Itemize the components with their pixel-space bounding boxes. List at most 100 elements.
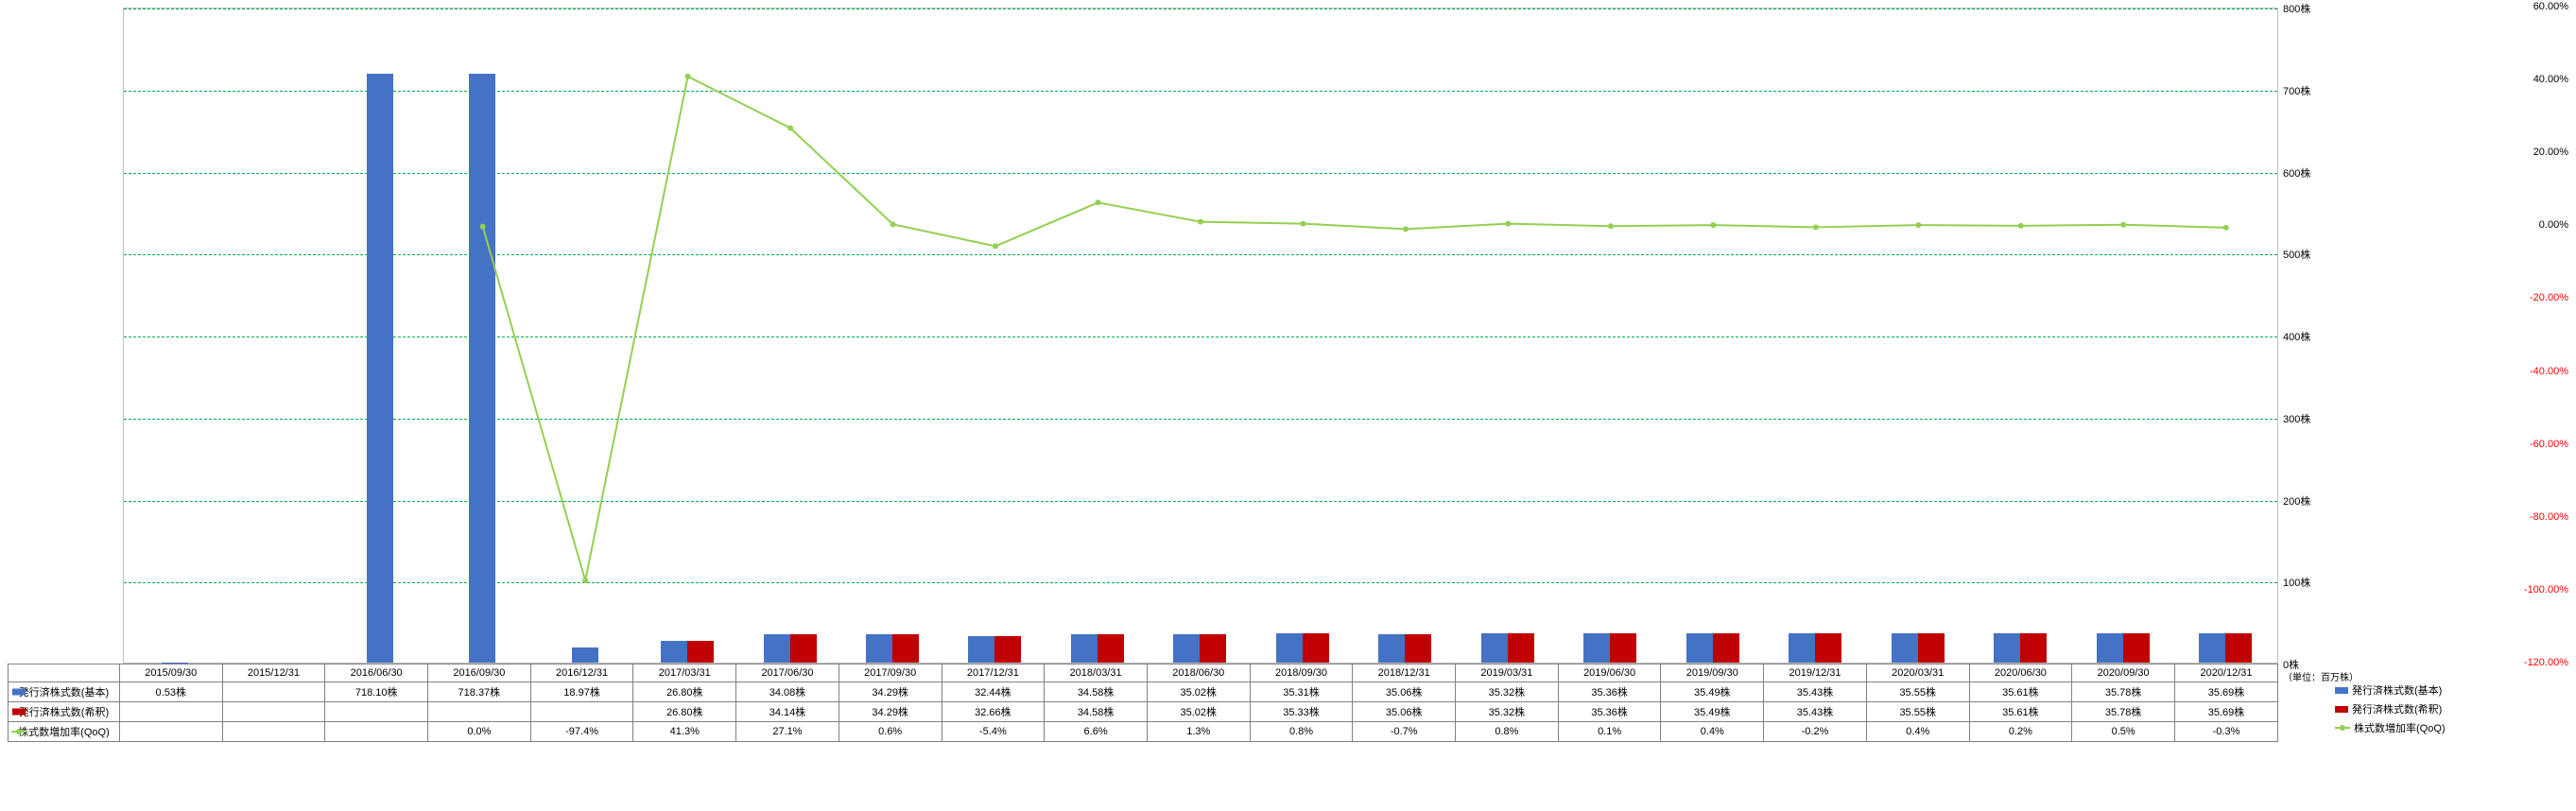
- table-cell: 34.08株: [736, 682, 839, 702]
- table-header-cell: 2018/09/30: [1250, 664, 1353, 682]
- table-cell: 718.10株: [325, 682, 428, 702]
- y1-tick-label: 300株: [2283, 411, 2325, 426]
- row-label-basic: 発行済株式数(基本): [9, 682, 120, 702]
- table-header-cell: 2018/12/31: [1353, 664, 1456, 682]
- swatch-qoq-icon: [11, 731, 26, 733]
- table-cell: 0.5%: [2072, 722, 2175, 742]
- table-header-cell: 2017/09/30: [838, 664, 942, 682]
- table-cell: 35.61株: [1969, 682, 2072, 702]
- table-header-cell: 2020/12/31: [2174, 664, 2277, 682]
- table-header-cell: 2017/03/31: [633, 664, 736, 682]
- table-cell: [222, 682, 325, 702]
- table-cell: 35.78株: [2072, 682, 2175, 702]
- legend-item-basic: 発行済株式数(基本): [2335, 681, 2571, 699]
- table-cell: 35.32株: [1456, 682, 1559, 702]
- swatch-basic-icon: [12, 689, 26, 696]
- legend-label-basic: 発行済株式数(基本): [2352, 682, 2442, 698]
- legend-item-qoq: 株式数増加率(QoQ): [2335, 718, 2571, 737]
- table-cell: -0.3%: [2174, 722, 2277, 742]
- table-cell: [325, 702, 428, 722]
- y1-tick-label: 100株: [2283, 575, 2325, 590]
- table-corner: [9, 664, 120, 682]
- table-header-cell: 2019/06/30: [1558, 664, 1661, 682]
- table-cell: 35.06株: [1353, 702, 1456, 722]
- table-cell: -97.4%: [530, 722, 633, 742]
- table-cell: [530, 702, 633, 722]
- table-cell: 35.43株: [1764, 702, 1867, 722]
- y1-tick-label: 500株: [2283, 247, 2325, 262]
- y2-tick-label: 40.00%: [2519, 74, 2568, 85]
- table-cell: 35.43株: [1764, 682, 1867, 702]
- y1-tick-label: 800株: [2283, 1, 2325, 16]
- table-cell: 26.80株: [633, 682, 736, 702]
- table-cell: 35.78株: [2072, 702, 2175, 722]
- table-cell: 6.6%: [1045, 722, 1148, 742]
- legend-swatch-qoq-icon: [2335, 727, 2350, 729]
- table-cell: 0.1%: [1558, 722, 1661, 742]
- table-cell: 32.44株: [942, 682, 1045, 702]
- table-header-cell: 2020/09/30: [2072, 664, 2175, 682]
- table-header-cell: 2017/06/30: [736, 664, 839, 682]
- table-header-cell: 2018/06/30: [1147, 664, 1250, 682]
- table-cell: [222, 702, 325, 722]
- plot-area: [123, 8, 2278, 664]
- table-cell: 35.36株: [1558, 682, 1661, 702]
- table-cell: 1.3%: [1147, 722, 1250, 742]
- table-cell: 35.69株: [2174, 682, 2277, 702]
- table-cell: 35.02株: [1147, 702, 1250, 722]
- row-label-qoq: 株式数増加率(QoQ): [9, 722, 120, 742]
- table-cell: 0.6%: [838, 722, 942, 742]
- table-cell: 0.53株: [119, 682, 222, 702]
- table-cell: 35.61株: [1969, 702, 2072, 722]
- y2-tick-label: 0.00%: [2519, 219, 2568, 231]
- table-cell: 34.58株: [1045, 702, 1148, 722]
- table-header-cell: 2016/09/30: [428, 664, 531, 682]
- table-cell: -5.4%: [942, 722, 1045, 742]
- legend-label-qoq: 株式数増加率(QoQ): [2354, 720, 2446, 735]
- table-header-cell: 2018/03/31: [1045, 664, 1148, 682]
- qoq-line: [124, 9, 2277, 663]
- y2-tick-label: -60.00%: [2519, 439, 2568, 450]
- table-cell: 34.29株: [838, 702, 942, 722]
- table-header-cell: 2016/06/30: [325, 664, 428, 682]
- data-table: 2015/09/302015/12/312016/06/302016/09/30…: [8, 664, 2278, 742]
- table-cell: 0.2%: [1969, 722, 2072, 742]
- table-cell: 26.80株: [633, 702, 736, 722]
- table-cell: 27.1%: [736, 722, 839, 742]
- table-cell: 41.3%: [633, 722, 736, 742]
- chart-container: 0株100株200株300株400株500株600株700株800株 -120.…: [0, 0, 2576, 811]
- table-cell: 35.02株: [1147, 682, 1250, 702]
- table-cell: 0.4%: [1661, 722, 1764, 742]
- y2-tick-label: -100.00%: [2519, 584, 2568, 595]
- legend-swatch-basic-icon: [2335, 687, 2348, 694]
- table-header-cell: 2019/12/31: [1764, 664, 1867, 682]
- table-header-cell: 2019/09/30: [1661, 664, 1764, 682]
- table-cell: 0.8%: [1250, 722, 1353, 742]
- table-cell: [222, 722, 325, 742]
- table-cell: [428, 702, 531, 722]
- swatch-diluted-icon: [12, 709, 26, 716]
- table-header-cell: 2017/12/31: [942, 664, 1045, 682]
- table-header-cell: 2020/03/31: [1866, 664, 1969, 682]
- table-cell: 18.97株: [530, 682, 633, 702]
- table-header-cell: 2019/03/31: [1456, 664, 1559, 682]
- table-cell: 34.14株: [736, 702, 839, 722]
- table-cell: 35.33株: [1250, 702, 1353, 722]
- table-header-cell: 2020/06/30: [1969, 664, 2072, 682]
- table-header-cell: 2015/12/31: [222, 664, 325, 682]
- y2-tick-label: 20.00%: [2519, 147, 2568, 158]
- legend-right: 発行済株式数(基本) 発行済株式数(希釈) 株式数増加率(QoQ): [2335, 681, 2571, 737]
- y1-tick-label: 200株: [2283, 493, 2325, 509]
- y2-tick-label: -120.00%: [2519, 657, 2568, 668]
- row-label-diluted: 発行済株式数(希釈): [9, 702, 120, 722]
- table-cell: 35.31株: [1250, 682, 1353, 702]
- y2-tick-label: 60.00%: [2519, 1, 2568, 12]
- row-label-qoq-text: 株式数増加率(QoQ): [18, 727, 110, 738]
- y1-tick-label: 700株: [2283, 83, 2325, 98]
- table-cell: 34.58株: [1045, 682, 1148, 702]
- table-cell: -0.7%: [1353, 722, 1456, 742]
- y2-tick-label: -40.00%: [2519, 366, 2568, 377]
- y2-tick-label: -80.00%: [2519, 511, 2568, 523]
- table-cell: 34.29株: [838, 682, 942, 702]
- table-cell: 35.49株: [1661, 702, 1764, 722]
